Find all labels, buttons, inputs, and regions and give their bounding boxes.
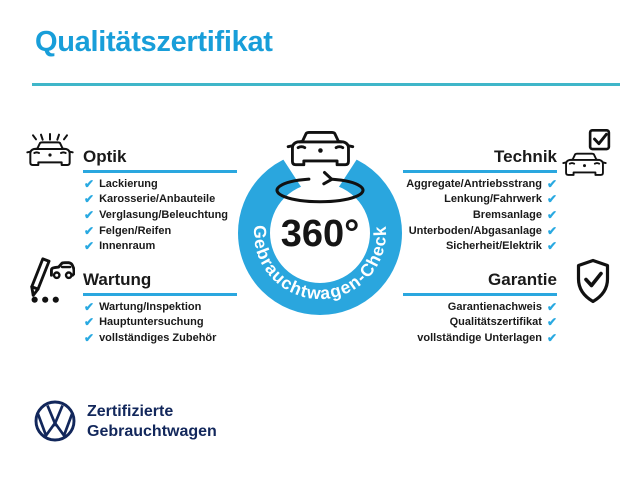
list-item-label: Aggregate/Antriebsstrang xyxy=(406,177,542,190)
wartung-checklist: ✔ Wartung/Inspektion ✔ Hauptuntersuchung ✔… xyxy=(84,299,259,346)
list-item: Unterboden/Abgasanlage ✔ xyxy=(380,223,557,239)
list-item-label: vollständiges Zubehör xyxy=(99,331,217,344)
section-rule-wartung xyxy=(83,293,237,296)
list-item-label: Verglasung/Beleuchtung xyxy=(99,208,229,221)
check-icon: ✔ xyxy=(546,315,557,330)
section-rule-technik xyxy=(403,170,557,173)
badge-degrees-label: 360° xyxy=(281,213,360,255)
check-icon: ✔ xyxy=(546,299,557,314)
shield-check-icon xyxy=(576,258,610,304)
pencil-car-checklist-icon xyxy=(30,257,75,303)
optik-checklist: ✔ Lackierung ✔ Karosserie/Anbauteile ✔ Verg… xyxy=(84,176,259,254)
check-icon: ✔ xyxy=(84,192,95,207)
list-item-label: Karosserie/Anbauteile xyxy=(99,193,216,206)
brand-wordmark: Zertifizierte Gebrauchtwagen xyxy=(87,402,217,442)
check-icon: ✔ xyxy=(546,330,557,345)
vw-logo xyxy=(34,400,76,442)
list-item-label: Bremsanlage xyxy=(472,208,542,221)
list-item: Lenkung/Fahrwerk ✔ xyxy=(380,192,557,208)
list-item: ✔ Innenraum xyxy=(84,238,259,254)
list-item-label: Sicherheit/Elektrik xyxy=(445,240,542,253)
technik-checklist: Aggregate/Antriebsstrang ✔ Lenkung/Fahrwe… xyxy=(380,176,557,254)
car-shine-icon xyxy=(26,133,74,166)
check-icon: ✔ xyxy=(84,223,95,238)
check-icon: ✔ xyxy=(84,315,95,330)
car-checkbox-icon xyxy=(562,128,611,176)
section-heading-garantie: Garantie xyxy=(488,270,557,289)
page-title: Qualitätszertifikat xyxy=(35,26,273,58)
list-item: ✔ Lackierung xyxy=(84,176,259,192)
check-icon: ✔ xyxy=(84,239,95,254)
list-item: ✔ Karosserie/Anbauteile xyxy=(84,192,259,208)
list-item: ✔ Wartung/Inspektion xyxy=(84,299,259,315)
list-item-label: Felgen/Reifen xyxy=(99,224,172,237)
list-item: ✔ vollständiges Zubehör xyxy=(84,330,259,346)
list-item: Qualitätszertifikat ✔ xyxy=(380,315,557,331)
section-heading-optik: Optik xyxy=(83,147,127,166)
section-heading-technik: Technik xyxy=(494,147,557,166)
section-rule-garantie xyxy=(403,293,557,296)
list-item-label: Unterboden/Abgasanlage xyxy=(408,224,542,237)
list-item-label: Garantienachweis xyxy=(447,300,542,313)
360-check-badge: Gebrauchtwagen-Check 360° xyxy=(238,131,402,315)
title-divider xyxy=(32,83,620,86)
check-icon: ✔ xyxy=(546,207,557,222)
check-icon: ✔ xyxy=(84,330,95,345)
list-item: Bremsanlage ✔ xyxy=(380,207,557,223)
check-icon: ✔ xyxy=(546,176,557,191)
list-item-label: Wartung/Inspektion xyxy=(99,300,202,313)
check-icon: ✔ xyxy=(546,239,557,254)
list-item-label: Innenraum xyxy=(99,240,156,253)
list-item-label: Lackierung xyxy=(99,177,158,190)
list-item: Garantienachweis ✔ xyxy=(380,299,557,315)
section-rule-optik xyxy=(83,170,237,173)
list-item-label: vollständige Unterlagen xyxy=(417,331,542,344)
list-item: vollständige Unterlagen ✔ xyxy=(380,330,557,346)
section-heading-wartung: Wartung xyxy=(83,270,152,289)
garantie-checklist: Garantienachweis ✔ Qualitätszertifikat ✔ v… xyxy=(380,299,557,346)
check-icon: ✔ xyxy=(546,223,557,238)
check-icon: ✔ xyxy=(84,176,95,191)
list-item: Sicherheit/Elektrik ✔ xyxy=(380,238,557,254)
brand-line-1: Zertifizierte xyxy=(87,403,174,420)
check-icon: ✔ xyxy=(84,207,95,222)
check-icon: ✔ xyxy=(84,299,95,314)
list-item-label: Qualitätszertifikat xyxy=(449,316,542,329)
car-rotation-360-icon xyxy=(275,131,365,204)
list-item-label: Lenkung/Fahrwerk xyxy=(444,193,542,206)
list-item: Aggregate/Antriebsstrang ✔ xyxy=(380,176,557,192)
list-item: ✔ Hauptuntersuchung xyxy=(84,315,259,331)
list-item: ✔ Verglasung/Beleuchtung xyxy=(84,207,259,223)
list-item-label: Hauptuntersuchung xyxy=(99,316,204,329)
list-item: ✔ Felgen/Reifen xyxy=(84,223,259,239)
check-icon: ✔ xyxy=(546,192,557,207)
badge-ring-notch xyxy=(270,139,370,196)
brand-line-2: Gebrauchtwagen xyxy=(87,423,217,440)
